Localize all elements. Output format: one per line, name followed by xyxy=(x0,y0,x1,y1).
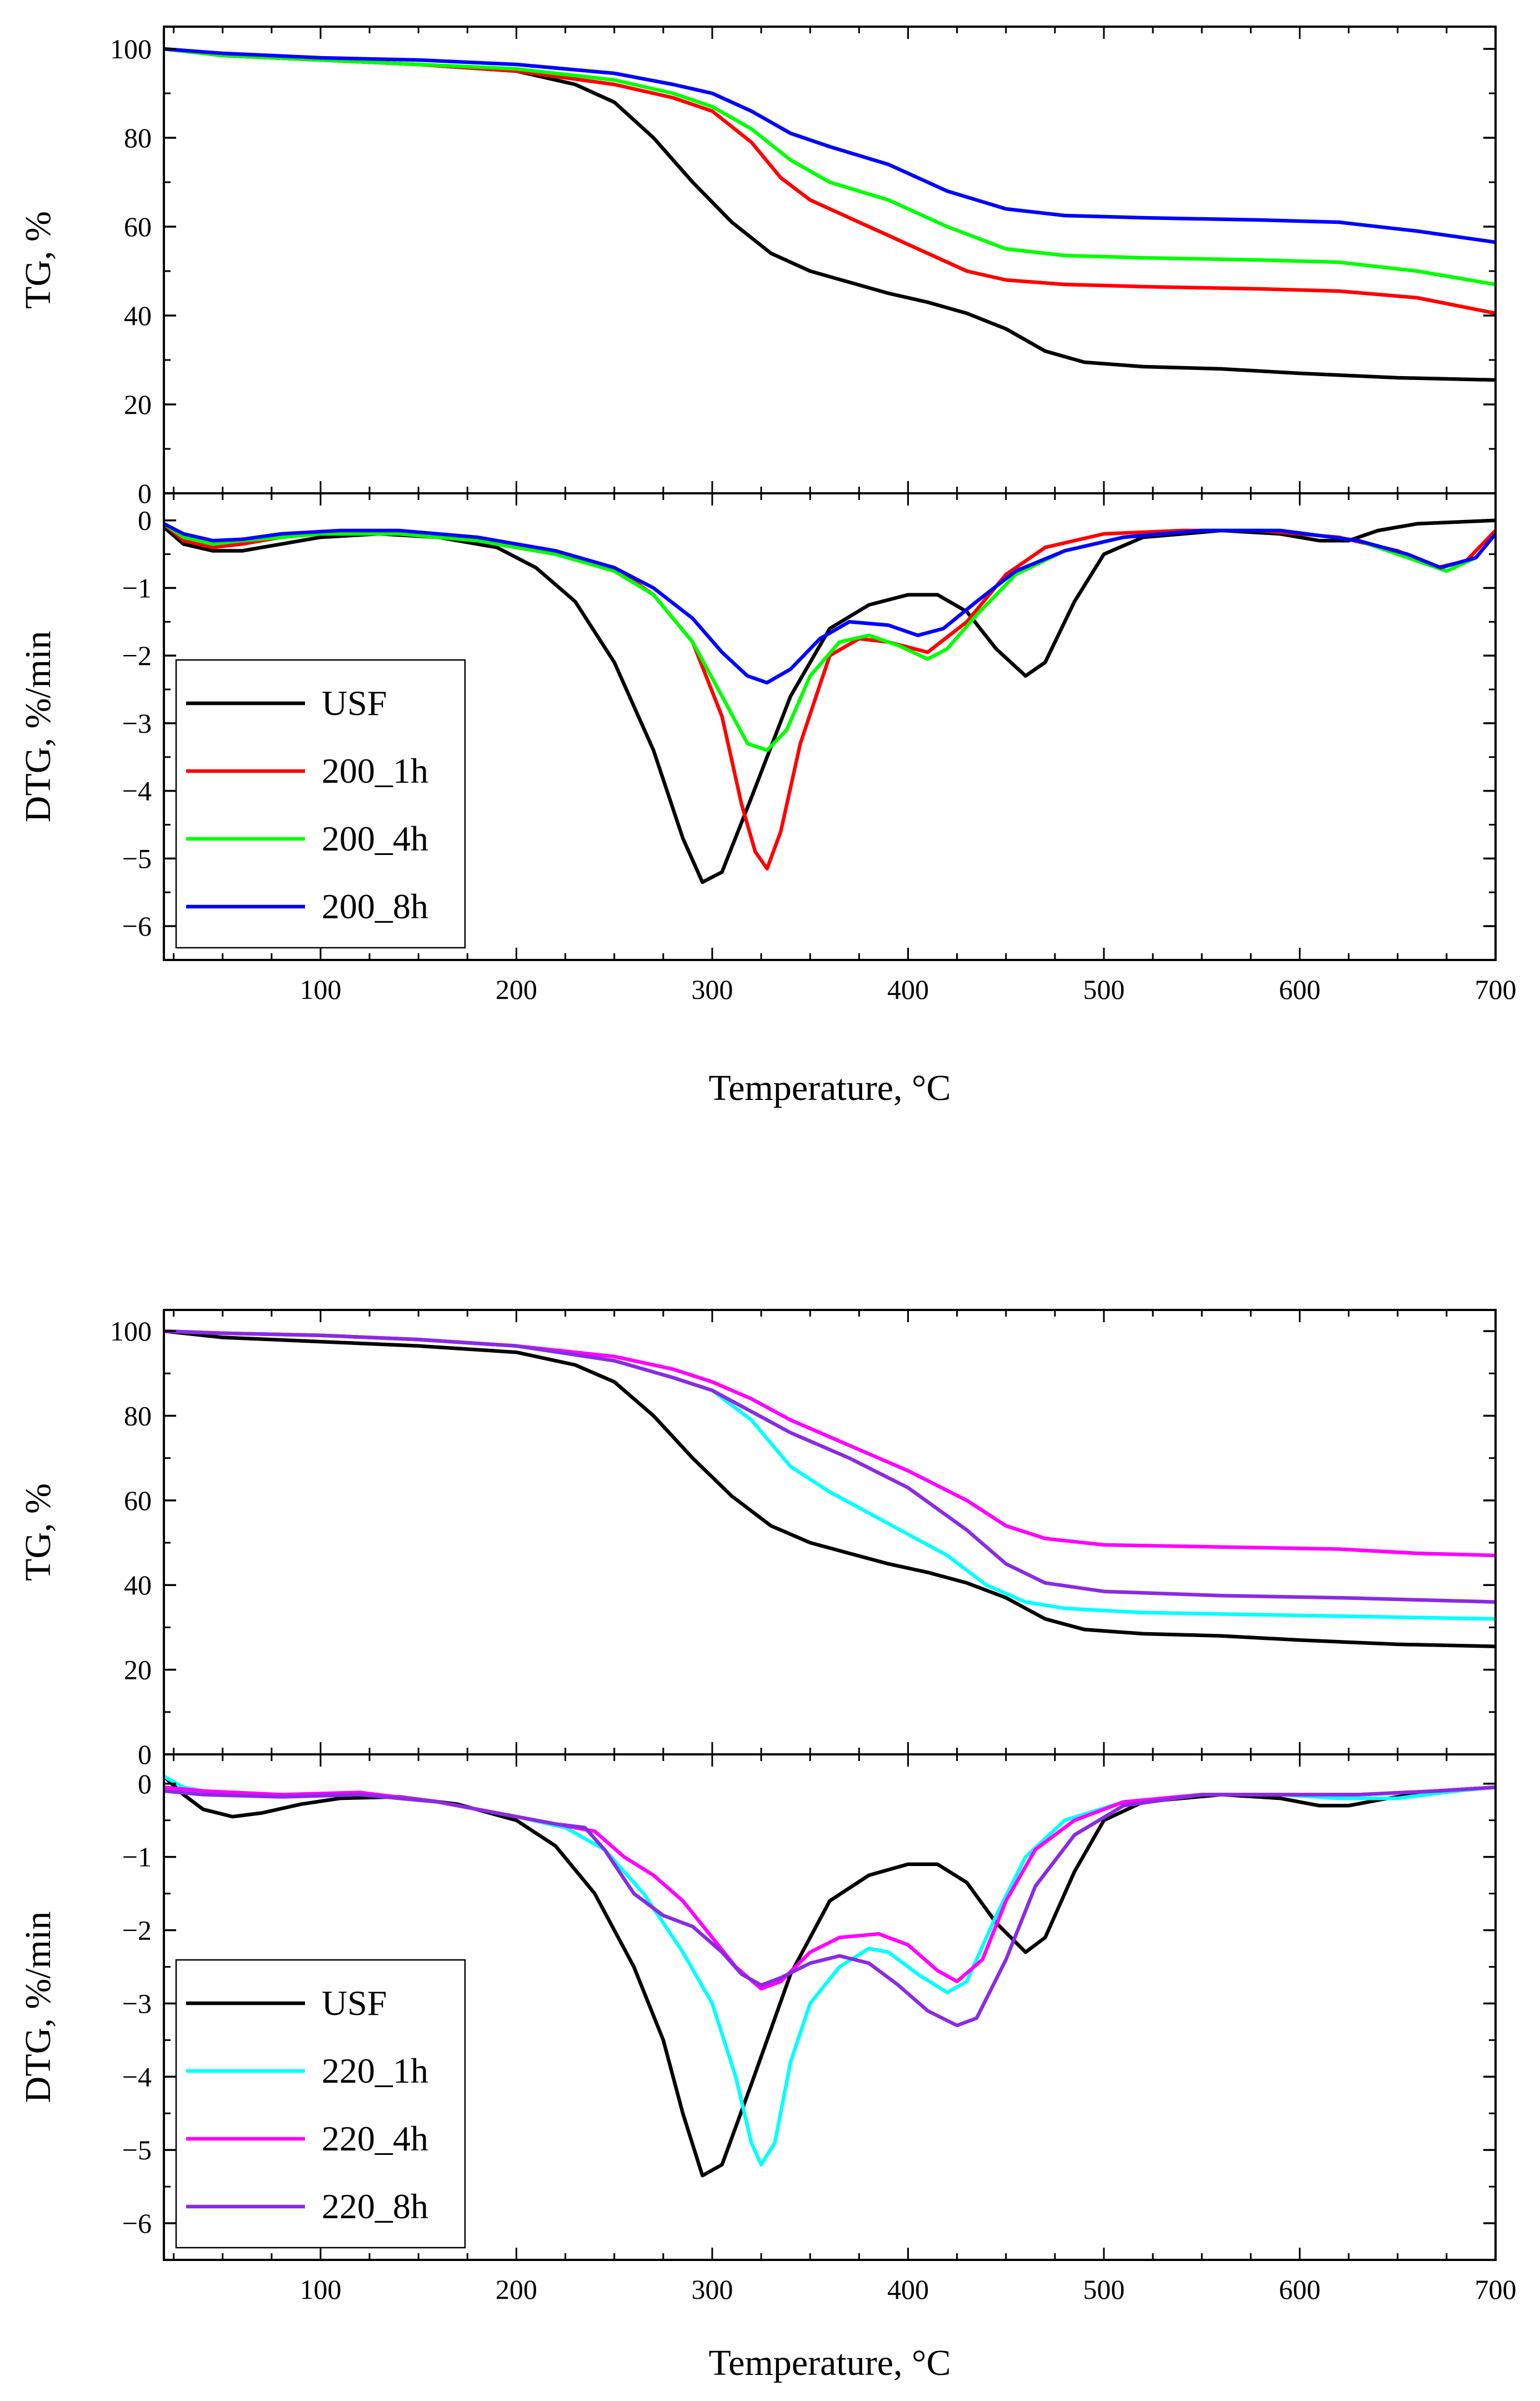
xlabel: Temperature, °C xyxy=(709,2343,951,2383)
dtg-ytick-label: −2 xyxy=(122,1915,152,1946)
dtg-ytick-label: −1 xyxy=(122,1842,152,1873)
dtg-ytick-label: −5 xyxy=(122,2134,152,2165)
legend-box xyxy=(175,659,466,949)
dtg-subplot-bottom: −6 −5 −4 −3 −2 −1 0 DTG, %/min USF 220_1h 220_4h 22… xyxy=(18,1753,1497,2261)
tg-ytick-label: 20 xyxy=(124,1654,152,1685)
xtick-label: 500 xyxy=(1083,2274,1125,2305)
tg-ytick-label: 100 xyxy=(110,33,152,64)
dtg-ytick-label: 0 xyxy=(138,1768,152,1799)
dtg-plot-frame xyxy=(163,1753,1497,2261)
dtg-ytick-label: −4 xyxy=(122,2061,152,2092)
legend-label-200-1h: 200_1h xyxy=(322,751,428,791)
panel-bottom: 0 20 40 60 80 100 TG, % −6 −5 −4 −3 −2 −1 0 DTG, %/min… xyxy=(18,1309,1517,2383)
tg-series-group xyxy=(164,47,1496,382)
legend-bottom: USF 220_1h 220_4h 220_8h xyxy=(175,1959,466,2249)
tg-ytick-label: 20 xyxy=(124,389,152,420)
tg-plot-frame xyxy=(163,1309,1497,1755)
tg-ylabel: TG, % xyxy=(18,211,58,309)
tg-series-200-4h xyxy=(164,47,1496,287)
xtick-label: 100 xyxy=(300,2274,342,2305)
legend-label-200-8h: 200_8h xyxy=(322,887,428,926)
legend-label-200-4h: 200_4h xyxy=(322,819,428,858)
xtick-label: 400 xyxy=(887,974,929,1005)
dtg-subplot-top: −6 −5 −4 −3 −2 −1 0 DTG, %/min USF 200_1h 200_4h 20… xyxy=(18,492,1497,961)
legend-box xyxy=(175,1959,466,2249)
xtick-label: 100 xyxy=(300,974,342,1005)
dtg-plot-frame xyxy=(163,492,1497,961)
dtg-ylabel: DTG, %/min xyxy=(18,1912,58,2103)
xtick-label: 700 xyxy=(1475,974,1517,1005)
xtick-label: 700 xyxy=(1475,2274,1517,2305)
dtg-ytick-label: −3 xyxy=(122,708,152,739)
dtg-series-group xyxy=(164,518,1496,884)
panel-top: 0 20 40 60 80 100 TG, % −6 −5 −4 −3 −2 −1 0 DTG, %/min… xyxy=(18,26,1517,1108)
xtick-label: 400 xyxy=(887,2274,929,2305)
tg-ytick-label: 80 xyxy=(124,1400,152,1431)
xtick-label: 200 xyxy=(496,2274,537,2305)
dtg-ylabel: DTG, %/min xyxy=(18,631,58,823)
legend-label-220-4h: 220_4h xyxy=(322,2119,428,2158)
dtg-ytick-label: −1 xyxy=(122,572,152,603)
legend-label-220-8h: 220_8h xyxy=(322,2187,428,2226)
tg-ylabel: TG, % xyxy=(18,1483,58,1581)
legend-top: USF 200_1h 200_4h 200_8h xyxy=(175,659,466,949)
tg-ytick-label: 0 xyxy=(138,478,152,509)
tg-subplot-bottom: 0 20 40 60 80 100 TG, % xyxy=(18,1309,1497,1770)
legend-label-usf: USF xyxy=(322,683,387,723)
dtg-series-220-8h xyxy=(164,1785,1496,2028)
tg-ytick-label: 60 xyxy=(124,211,152,242)
dtg-ytick-label: −6 xyxy=(122,2208,152,2239)
dtg-series-group xyxy=(164,1774,1496,2178)
dtg-ytick-label: −5 xyxy=(122,843,152,874)
legend-label-220-1h: 220_1h xyxy=(322,2051,428,2090)
tg-ytick-label: 80 xyxy=(124,122,152,153)
tg-series-220-4h xyxy=(164,1329,1496,1558)
tg-ytick-label: 40 xyxy=(124,1569,152,1600)
tg-series-usf xyxy=(164,47,1496,382)
dtg-ytick-label: −3 xyxy=(122,1988,152,2019)
tg-ytick-label: 40 xyxy=(124,300,152,331)
xtick-label: 600 xyxy=(1279,974,1321,1005)
dtg-ytick-label: −4 xyxy=(122,776,152,807)
xtick-label: 300 xyxy=(692,2274,733,2305)
xtick-label: 200 xyxy=(496,974,537,1005)
tg-subplot-top: 0 20 40 60 80 100 TG, % xyxy=(18,26,1497,509)
xtick-label: 300 xyxy=(692,974,733,1005)
tg-series-usf xyxy=(164,1329,1496,1648)
tg-ytick-label: 100 xyxy=(110,1315,152,1347)
tg-series-220-1h xyxy=(164,1329,1496,1621)
dtg-series-200-8h xyxy=(164,522,1496,685)
tg-series-group xyxy=(164,1329,1496,1648)
xtick-label: 500 xyxy=(1083,974,1125,1005)
dtg-ytick-label: 0 xyxy=(138,505,152,536)
xlabel: Temperature, °C xyxy=(709,1068,951,1108)
tg-ytick-label: 0 xyxy=(138,1739,152,1770)
dtg-ytick-label: −6 xyxy=(122,911,152,942)
tg-series-200-8h xyxy=(164,47,1496,244)
dtg-ytick-label: −2 xyxy=(122,640,152,671)
xtick-label: 600 xyxy=(1279,2274,1321,2305)
tg-ytick-label: 60 xyxy=(124,1485,152,1516)
tg-series-220-8h xyxy=(164,1329,1496,1604)
legend-label-usf: USF xyxy=(322,1983,387,2023)
